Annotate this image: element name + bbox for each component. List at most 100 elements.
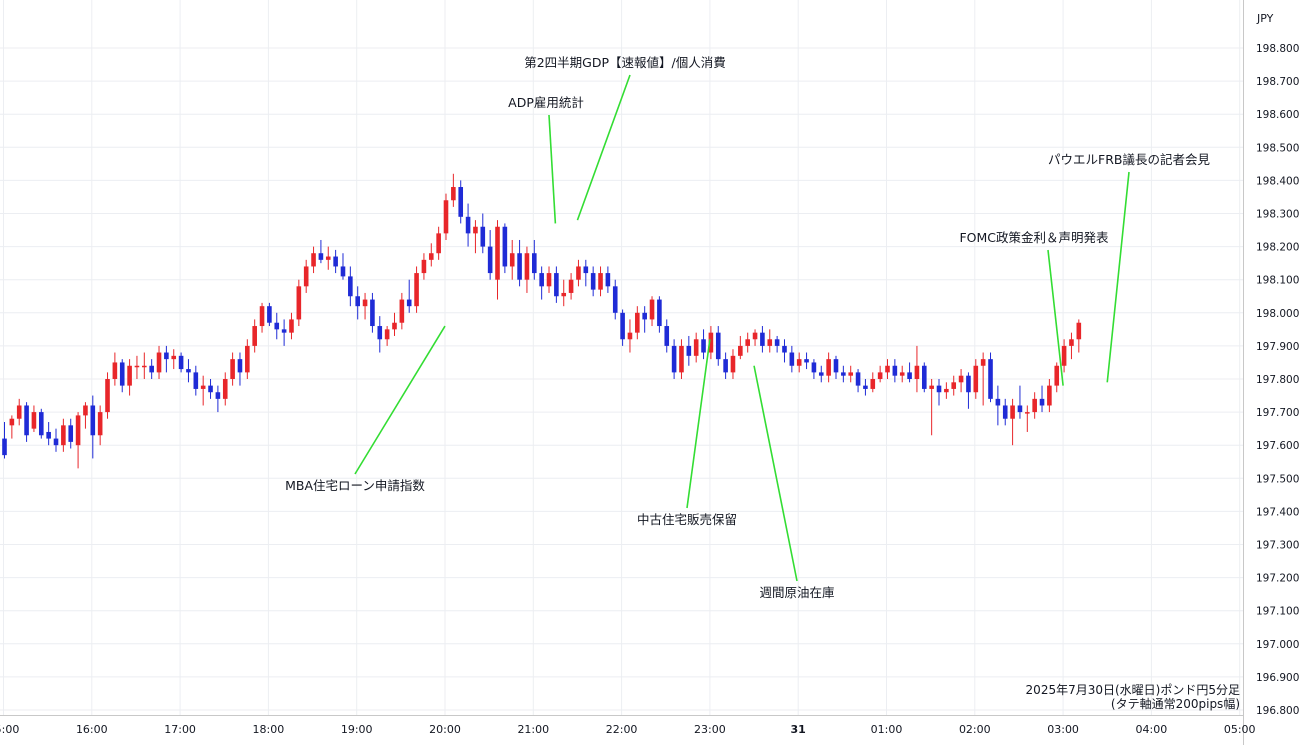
candle-body — [892, 365, 898, 376]
candle-body — [995, 398, 1001, 406]
candle-body — [318, 253, 324, 260]
candle-body — [1002, 405, 1008, 419]
candle-body — [428, 253, 434, 260]
candle — [782, 339, 787, 363]
candle — [1054, 362, 1060, 393]
y-tick-label: 197.000 — [1256, 639, 1299, 651]
candle — [951, 375, 957, 396]
annotation-label: 週間原油在庫 — [759, 585, 834, 600]
candle — [90, 395, 96, 459]
candle — [230, 352, 235, 386]
x-tick-label: 03:00 — [1047, 723, 1079, 736]
candle-body — [193, 372, 199, 389]
candle — [68, 418, 74, 449]
candle — [311, 246, 316, 274]
candle-body — [156, 352, 162, 373]
candle — [112, 352, 118, 386]
candle — [237, 352, 243, 386]
candle — [811, 359, 817, 379]
price-axis[interactable]: 198.800 198.700 198.600 198.500 198.400 198.3… — [1256, 43, 1299, 717]
candle — [105, 372, 110, 419]
candle — [892, 359, 898, 383]
candle-body — [568, 279, 574, 293]
candle-body — [767, 339, 773, 346]
candle-body — [487, 246, 493, 274]
y-tick-label: 198.300 — [1256, 209, 1299, 221]
candle-body — [973, 365, 979, 393]
candle-body — [774, 339, 780, 346]
time-axis[interactable]: 15:00 16:00 17:00 18:00 19:00 20:00 21:00 22:00… — [0, 723, 1256, 736]
candle-body — [885, 365, 890, 373]
annotation-label: ADP雇用統計 — [508, 95, 584, 110]
candle — [914, 345, 920, 393]
candle-body — [406, 299, 412, 307]
candle-body — [473, 226, 478, 234]
candle-body — [465, 216, 471, 234]
x-tick-label: 19:00 — [341, 723, 373, 736]
candle-body — [502, 226, 508, 267]
candle — [377, 316, 383, 353]
candle-body — [46, 431, 51, 439]
candle — [921, 362, 927, 393]
candle — [399, 292, 405, 330]
candle — [436, 226, 441, 260]
y-tick-label: 196.800 — [1256, 705, 1299, 717]
x-tick-label: 04:00 — [1136, 723, 1168, 736]
candle — [590, 266, 596, 297]
candle — [119, 359, 125, 393]
candle — [451, 173, 456, 207]
candle — [760, 326, 765, 353]
candle — [9, 415, 15, 439]
candle-body — [134, 365, 140, 368]
candle-body — [554, 273, 559, 297]
candle — [421, 253, 427, 280]
candle-body — [171, 355, 177, 360]
candles — [2, 173, 1082, 469]
candle — [24, 402, 29, 442]
candle-body — [635, 312, 640, 333]
candle-body — [325, 256, 331, 260]
candle-body — [9, 418, 15, 426]
candle-body — [752, 332, 758, 340]
candle-body — [929, 385, 934, 389]
candle-body — [164, 352, 169, 360]
candle-body — [355, 296, 360, 307]
candle — [274, 312, 280, 340]
candle-body — [274, 322, 280, 330]
candle — [428, 243, 434, 267]
candle — [988, 352, 993, 403]
candle — [995, 385, 1001, 426]
candle-body — [738, 345, 743, 356]
candle — [723, 352, 728, 379]
candle — [767, 329, 773, 353]
candle — [944, 382, 949, 399]
candle-body — [833, 359, 839, 373]
candle-body — [1025, 412, 1030, 414]
candle — [796, 352, 802, 373]
candle — [1039, 385, 1045, 413]
candle-body — [598, 273, 603, 290]
x-tick-label: 31 — [791, 723, 806, 736]
candle — [127, 359, 132, 396]
y-tick-label: 196.900 — [1256, 672, 1299, 684]
candle — [149, 359, 154, 379]
candle — [907, 362, 912, 383]
candle — [752, 329, 758, 346]
candle — [539, 266, 544, 300]
candle-body — [546, 273, 552, 287]
y-tick-label: 198.100 — [1256, 275, 1299, 287]
candle-body — [796, 359, 802, 366]
candle — [826, 352, 831, 383]
y-tick-label: 197.700 — [1256, 407, 1299, 419]
candle — [46, 422, 51, 446]
candle-body — [605, 273, 611, 287]
chart-note-line2: (タテ軸通常200pips幅) — [1111, 696, 1240, 711]
y-tick-label: 197.800 — [1256, 374, 1299, 386]
candle — [16, 398, 22, 426]
candle — [502, 223, 508, 274]
candle-body — [914, 365, 920, 379]
candle — [833, 355, 839, 379]
candle-body — [980, 359, 986, 366]
candle-body — [1076, 322, 1082, 340]
